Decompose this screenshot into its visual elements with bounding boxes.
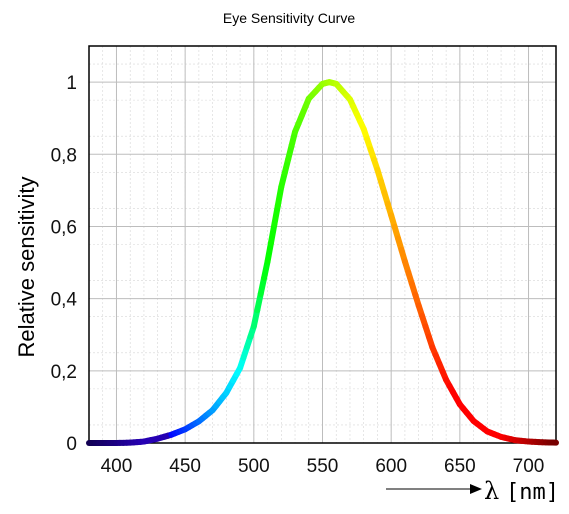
x-axis-label: λ [nm] <box>386 477 559 505</box>
x-axis-tick-labels: 400 450 500 550 600 650 700 <box>101 456 545 477</box>
x-axis-label-unit: [nm] <box>506 480 559 505</box>
sensitivity-curve <box>86 79 559 446</box>
y-axis-label: Relative sensitivity <box>14 177 39 358</box>
curve-segment <box>274 183 285 209</box>
y-tick-label: 0,4 <box>51 290 78 311</box>
y-tick-label: 0,2 <box>51 362 77 383</box>
x-tick-label: 550 <box>307 456 339 477</box>
x-tick-label: 600 <box>375 456 407 477</box>
x-tick-label: 450 <box>169 456 201 477</box>
x-tick-label: 700 <box>513 456 545 477</box>
y-tick-label: 0 <box>66 434 77 455</box>
x-tick-label: 400 <box>101 456 133 477</box>
x-axis-arrow-head <box>470 484 482 494</box>
y-tick-label: 0,8 <box>51 145 77 166</box>
curve-segment <box>267 221 278 246</box>
curve-segment <box>271 202 281 228</box>
x-tick-label: 650 <box>444 456 476 477</box>
y-tick-label: 0,6 <box>51 217 77 238</box>
major-grid <box>89 46 556 444</box>
y-tick-label: 1 <box>66 73 77 94</box>
x-tick-label: 500 <box>238 456 270 477</box>
chart-title: Eye Sensitivity Curve <box>223 10 355 26</box>
curve-segment <box>264 239 274 265</box>
y-axis-tick-labels: 0 0,2 0,4 0,6 0,8 1 <box>51 73 78 455</box>
plot-frame <box>88 45 557 444</box>
x-axis-label-symbol: λ <box>484 477 499 505</box>
